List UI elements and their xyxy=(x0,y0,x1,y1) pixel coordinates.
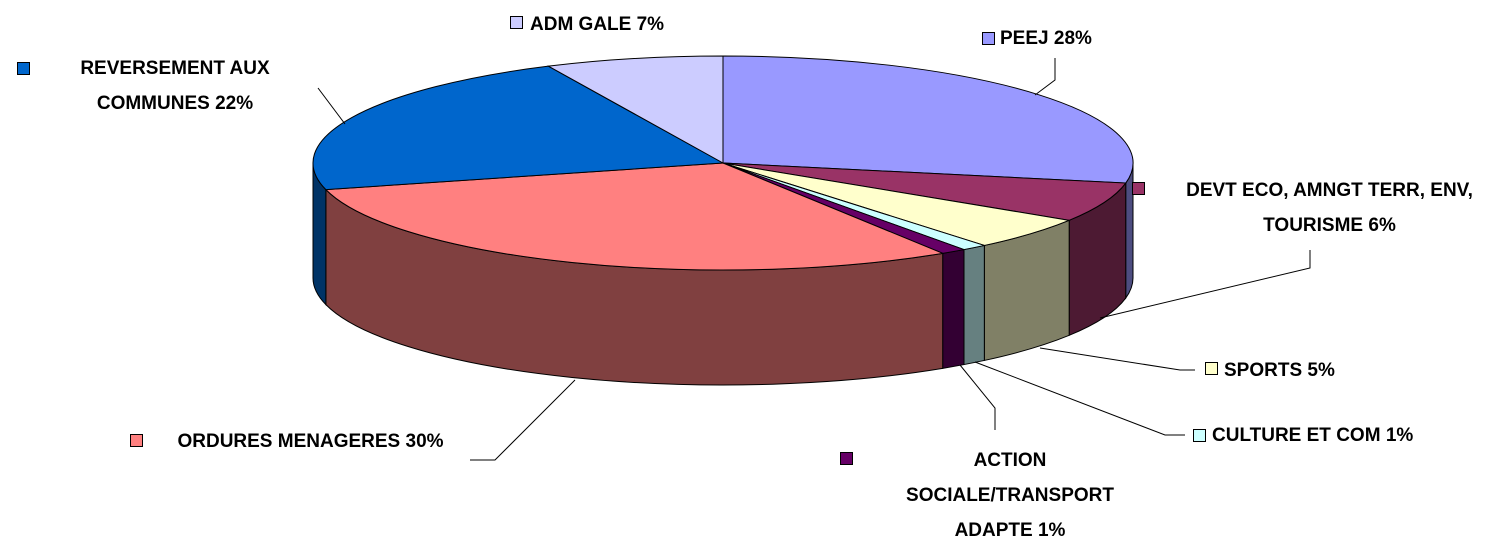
data-label: REVERSEMENT AUX COMMUNES 22% xyxy=(35,51,315,121)
data-label: DEVT ECO, AMNGT TERR, ENV, TOURISME 6% xyxy=(1152,173,1507,243)
category-label: ORDURES MENAGERES xyxy=(177,431,401,452)
value-label: 22% xyxy=(215,93,254,114)
value-label: 1% xyxy=(1037,520,1066,539)
legend-swatch xyxy=(1193,429,1206,442)
leader-line xyxy=(1099,250,1311,319)
leader-line xyxy=(470,379,576,461)
slice xyxy=(722,55,1134,184)
legend-swatch xyxy=(982,32,995,45)
leader-line xyxy=(959,364,996,430)
value-label: 6% xyxy=(1368,215,1396,236)
data-label: PEEJ 28% xyxy=(1000,21,1200,56)
data-label: CULTURE ET COM 1% xyxy=(1212,418,1511,453)
legend-swatch xyxy=(1132,182,1145,195)
slice xyxy=(312,65,725,191)
leader-lines xyxy=(317,58,1311,461)
legend-swatch xyxy=(1205,362,1218,375)
leader-line xyxy=(1039,347,1195,371)
leader-line xyxy=(1034,58,1056,96)
category-label: DEVT ECO, AMNGT TERR, ENV, TOURISME xyxy=(1186,180,1473,236)
data-label: ADM GALE 7% xyxy=(530,7,730,42)
slice xyxy=(546,55,724,164)
slice-side xyxy=(942,248,965,369)
legend-swatch xyxy=(130,434,143,447)
category-label: ACTION SOCIALE/TRANSPORT ADAPTE xyxy=(906,450,1114,539)
value-label: 28% xyxy=(1053,28,1092,49)
category-label: PEEJ xyxy=(1000,28,1049,49)
value-label: 30% xyxy=(405,431,444,452)
value-label: 1% xyxy=(1385,425,1414,446)
slice-side xyxy=(963,244,985,366)
legend-swatch xyxy=(510,16,523,29)
slice xyxy=(722,162,1127,221)
data-label: ORDURES MENAGERES 30% xyxy=(148,424,473,459)
leader-line xyxy=(974,361,1185,436)
leader-line xyxy=(317,87,346,125)
category-label: CULTURE ET COM xyxy=(1212,425,1381,446)
value-label: 5% xyxy=(1307,360,1335,381)
slice xyxy=(324,162,945,271)
data-label: ACTION SOCIALE/TRANSPORT ADAPTE 1% xyxy=(880,443,1140,539)
category-label: REVERSEMENT AUX COMMUNES xyxy=(80,58,270,114)
slice-tops xyxy=(312,55,1134,271)
category-label: ADM GALE xyxy=(530,14,632,35)
value-label: 7% xyxy=(636,14,665,35)
data-label: SPORTS 5% xyxy=(1224,353,1424,388)
category-label: SPORTS xyxy=(1224,360,1303,381)
legend-swatch xyxy=(17,62,30,75)
legend-swatch xyxy=(840,452,853,465)
